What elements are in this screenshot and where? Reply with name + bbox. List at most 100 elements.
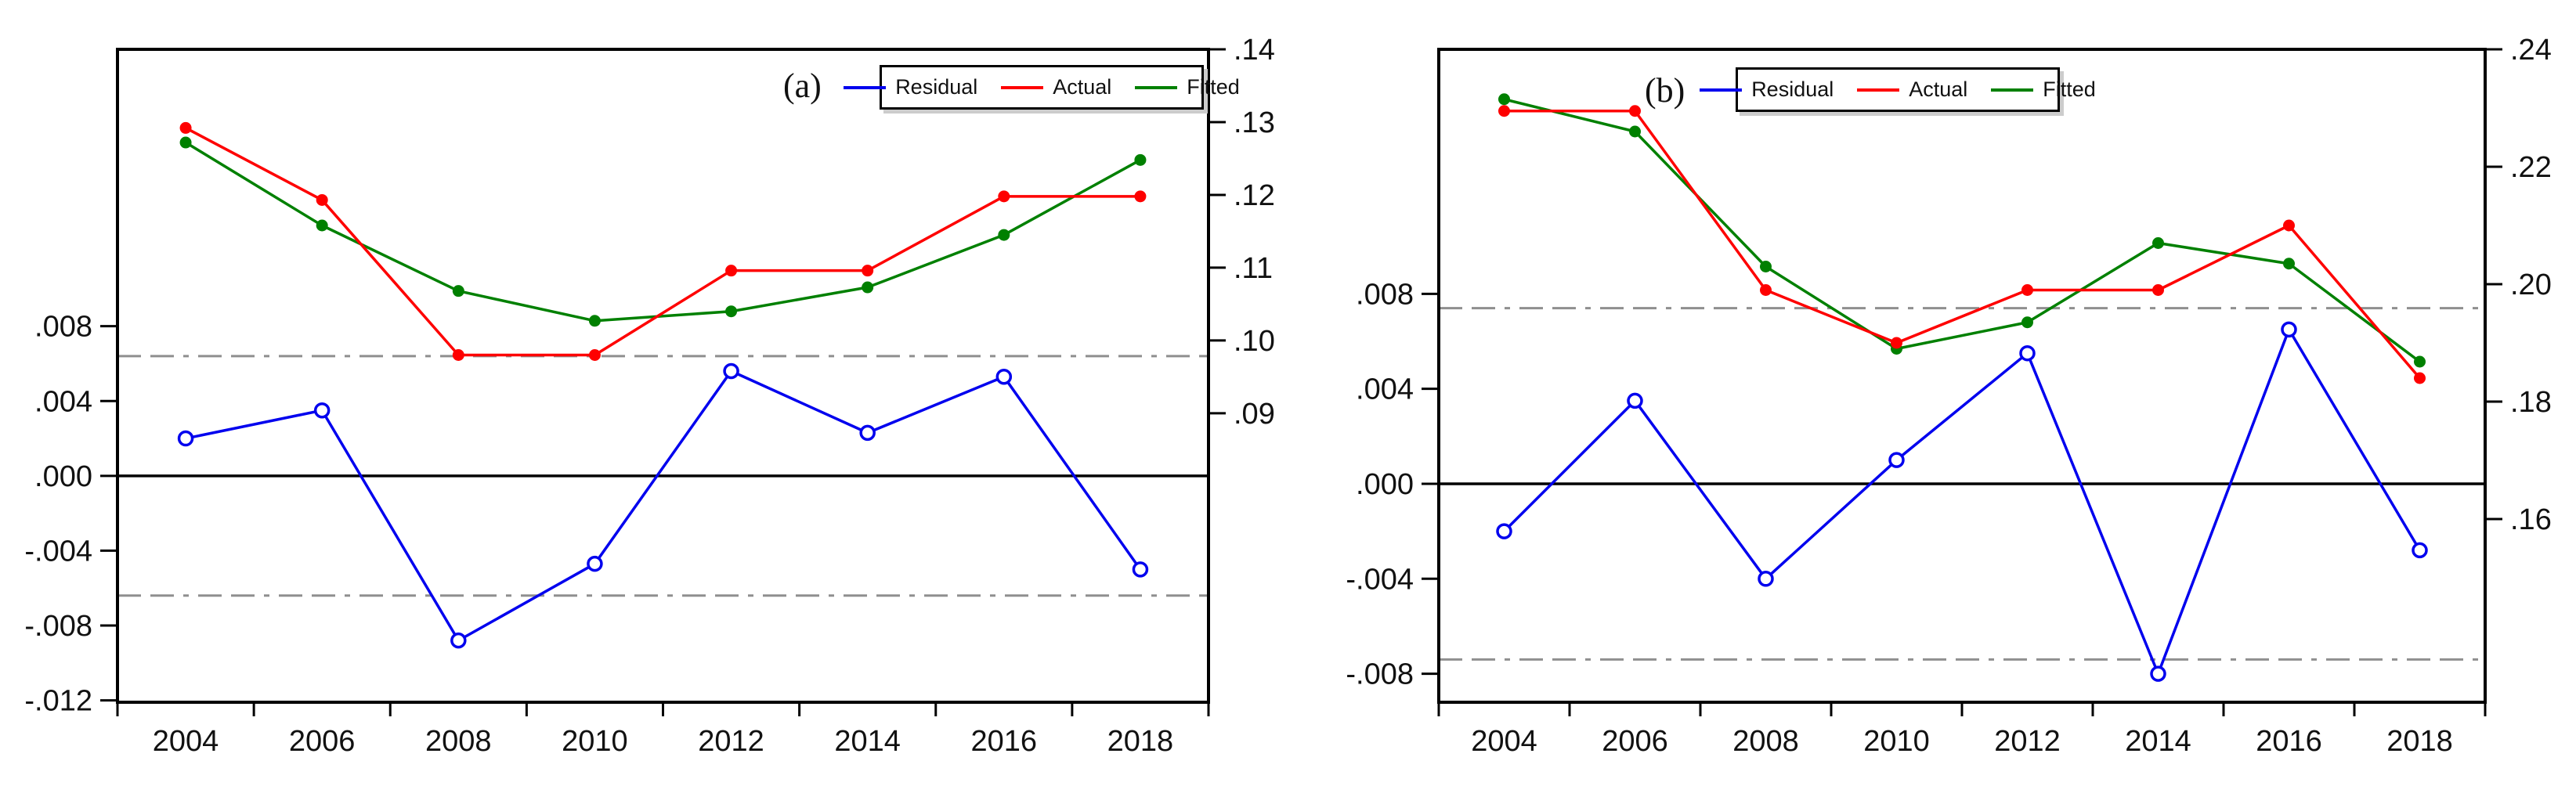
legend-label-fitted: Fitted [2043, 78, 2096, 101]
actual-marker [998, 190, 1010, 203]
residual-series-line [185, 370, 1142, 642]
fitted-marker [588, 315, 601, 327]
actual-marker [179, 121, 192, 134]
fitted-marker [725, 305, 738, 318]
actual-marker [1134, 190, 1147, 203]
fitted-marker [2414, 355, 2426, 368]
actual-line-swatch [1857, 88, 1900, 92]
fitted-marker [998, 229, 1010, 241]
actual-line-swatch [1001, 85, 1044, 89]
right-axis-tick-label: .11 [1234, 252, 1273, 285]
actual-marker [1891, 337, 1902, 349]
legend-panel-b: Residual Actual Fitted [1700, 67, 2096, 112]
plot-frame [1437, 48, 2487, 704]
right-axis-tick-label: .13 [1234, 106, 1275, 139]
x-axis-year-label: 2010 [1863, 725, 1930, 758]
x-axis-year-label: 2014 [2125, 725, 2191, 758]
left-axis-tick-label: .000 [34, 460, 92, 493]
residual-marker [2019, 344, 2036, 362]
fitted-series-line [185, 141, 1141, 323]
panel-a-title: (a) [783, 67, 822, 105]
x-axis-year-label: 2008 [425, 725, 492, 758]
residual-marker [587, 555, 603, 572]
legend-item-residual: Residual [1700, 78, 1834, 102]
left-axis-tick-label: -.004 [24, 535, 92, 568]
residual-marker [1132, 561, 1149, 578]
x-axis-year-label: 2018 [1107, 725, 1174, 758]
actual-marker [862, 265, 874, 277]
actual-series-line [185, 126, 1140, 357]
left-axis-tick-label: .004 [1356, 373, 1414, 406]
legend-label-fitted: Fitted [1187, 75, 1240, 99]
legend-item-fitted: Fitted [1135, 75, 1240, 99]
residual-marker [2281, 321, 2297, 338]
fitted-marker [1134, 153, 1147, 166]
fitted-marker [2152, 237, 2164, 249]
left-axis-tick-label: .008 [1356, 278, 1414, 311]
legend-item-fitted: Fitted [1991, 78, 2096, 102]
fitted-marker [1760, 261, 1772, 272]
fitted-marker [316, 219, 328, 232]
x-axis-year-label: 2006 [1602, 725, 1668, 758]
right-axis-tick-label: .22 [2510, 151, 2552, 184]
right-axis-tick-label: .12 [1234, 179, 1275, 212]
residual-marker [2150, 665, 2166, 682]
residual-marker [313, 402, 331, 419]
left-axis-tick-label: -.004 [1346, 563, 1414, 596]
actual-marker [1760, 284, 1772, 296]
legend-item-residual: Residual [844, 75, 977, 99]
legend-label-residual: Residual [1751, 78, 1834, 101]
actual-marker [2414, 372, 2426, 384]
residual-line-swatch [844, 85, 887, 89]
legend-item-actual: Actual [1857, 78, 1967, 102]
x-axis-year-label: 2008 [1732, 725, 1799, 758]
residual-line-swatch [1700, 88, 1743, 92]
legend-panel-a: Residual Actual Fitted [844, 65, 1240, 110]
left-axis-tick-label: -.008 [24, 610, 92, 643]
x-axis-year-label: 2016 [2256, 725, 2322, 758]
plot-frame [116, 48, 1210, 704]
legend-item-actual: Actual [1001, 75, 1111, 99]
right-axis-tick-label: .10 [1234, 325, 1275, 358]
residual-marker [1888, 452, 1905, 468]
x-axis-year-label: 2004 [153, 725, 219, 758]
x-axis-year-label: 2012 [1994, 725, 2061, 758]
fitted-marker [1629, 125, 1641, 138]
x-axis-year-label: 2014 [834, 725, 901, 758]
residual-marker [1627, 392, 1643, 409]
left-axis-tick-label: .008 [34, 311, 92, 344]
x-axis-year-label: 2004 [1471, 725, 1537, 758]
right-axis-tick-label: .16 [2510, 503, 2552, 536]
left-axis-tick-label: .000 [1356, 468, 1414, 501]
residual-marker [995, 368, 1013, 385]
actual-marker [316, 193, 328, 206]
actual-marker [2021, 284, 2033, 296]
x-axis-year-label: 2012 [698, 725, 764, 758]
fitted-series-line [1504, 98, 2421, 363]
residual-marker [859, 424, 876, 442]
residual-marker [723, 362, 739, 380]
panel-b-title: (b) [1645, 71, 1685, 110]
fitted-marker [2021, 316, 2033, 329]
actual-marker [1498, 105, 1510, 117]
actual-marker [1629, 105, 1641, 117]
right-axis-tick-label: .20 [2510, 269, 2552, 301]
x-axis-year-label: 2016 [971, 725, 1038, 758]
left-axis-tick-label: .004 [34, 385, 92, 418]
fitted-marker [452, 285, 464, 297]
legend-label-actual: Actual [1053, 75, 1112, 99]
right-axis-tick-label: .24 [2510, 34, 2552, 67]
residual-marker [1758, 571, 1774, 587]
left-axis-tick-label: -.012 [24, 685, 92, 718]
fitted-marker [862, 281, 874, 294]
fitted-line-swatch [1991, 88, 2034, 92]
actual-marker [588, 349, 601, 362]
legend-label-residual: Residual [895, 75, 978, 99]
x-axis-year-label: 2018 [2386, 725, 2453, 758]
actual-marker [2283, 219, 2295, 232]
x-axis-year-label: 2010 [562, 725, 628, 758]
actual-marker [2152, 284, 2164, 296]
actual-marker [725, 265, 738, 277]
right-axis-tick-label: .18 [2510, 386, 2552, 419]
